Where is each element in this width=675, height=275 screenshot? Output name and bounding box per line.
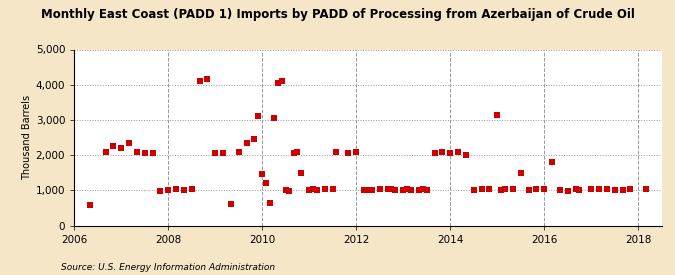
Point <box>547 160 558 164</box>
Point <box>277 79 288 83</box>
Point <box>413 188 424 192</box>
Point <box>500 186 510 191</box>
Point <box>139 151 150 156</box>
Point <box>331 149 342 154</box>
Point <box>116 146 127 150</box>
Point <box>155 189 165 193</box>
Point <box>163 188 173 192</box>
Point <box>265 201 275 205</box>
Point <box>398 188 408 192</box>
Point <box>374 186 385 191</box>
Point <box>241 141 252 145</box>
Point <box>445 151 456 156</box>
Point <box>261 181 271 185</box>
Point <box>256 172 267 177</box>
Point <box>523 188 534 192</box>
Point <box>124 141 134 145</box>
Point <box>312 188 323 192</box>
Point <box>234 149 244 154</box>
Point <box>453 149 464 154</box>
Point <box>417 186 428 191</box>
Point <box>437 149 448 154</box>
Point <box>288 151 299 156</box>
Point <box>304 188 315 192</box>
Point <box>108 144 119 148</box>
Point <box>586 186 597 191</box>
Point <box>609 188 620 192</box>
Point <box>389 188 400 192</box>
Point <box>402 186 412 191</box>
Point <box>269 116 279 120</box>
Point <box>186 186 197 191</box>
Point <box>554 188 565 192</box>
Point <box>351 149 362 154</box>
Point <box>617 188 628 192</box>
Point <box>539 186 549 191</box>
Point <box>515 171 526 176</box>
Point <box>382 186 393 191</box>
Point <box>319 186 330 191</box>
Point <box>249 137 260 141</box>
Point <box>296 171 306 176</box>
Point <box>101 149 111 154</box>
Point <box>147 151 158 156</box>
Point <box>132 149 142 154</box>
Point <box>225 202 236 207</box>
Point <box>574 188 585 192</box>
Point <box>495 188 506 192</box>
Point <box>593 186 604 191</box>
Point <box>624 186 635 191</box>
Point <box>178 188 189 192</box>
Point <box>468 188 479 192</box>
Point <box>641 186 651 191</box>
Point <box>367 188 377 192</box>
Point <box>358 188 369 192</box>
Point <box>421 188 432 192</box>
Text: Monthly East Coast (PADD 1) Imports by PADD of Processing from Azerbaijan of Cru: Monthly East Coast (PADD 1) Imports by P… <box>40 8 634 21</box>
Point <box>171 186 182 191</box>
Point <box>491 112 502 117</box>
Point <box>280 188 291 192</box>
Point <box>507 186 518 191</box>
Point <box>601 186 612 191</box>
Point <box>484 186 495 191</box>
Point <box>218 151 229 156</box>
Point <box>429 151 440 156</box>
Point <box>202 77 213 82</box>
Point <box>343 151 354 156</box>
Point <box>460 153 471 157</box>
Point <box>562 188 573 193</box>
Text: Source: U.S. Energy Information Administration: Source: U.S. Energy Information Administ… <box>61 263 275 272</box>
Point <box>386 186 397 191</box>
Point <box>327 186 338 191</box>
Point <box>194 79 205 83</box>
Point <box>531 186 541 191</box>
Point <box>284 188 295 193</box>
Point <box>362 188 373 192</box>
Point <box>308 186 319 191</box>
Point <box>406 188 416 192</box>
Point <box>292 149 303 154</box>
Point <box>476 186 487 191</box>
Point <box>272 81 283 85</box>
Point <box>570 186 581 191</box>
Point <box>84 203 95 207</box>
Y-axis label: Thousand Barrels: Thousand Barrels <box>22 95 32 180</box>
Point <box>253 114 264 119</box>
Point <box>210 151 221 156</box>
